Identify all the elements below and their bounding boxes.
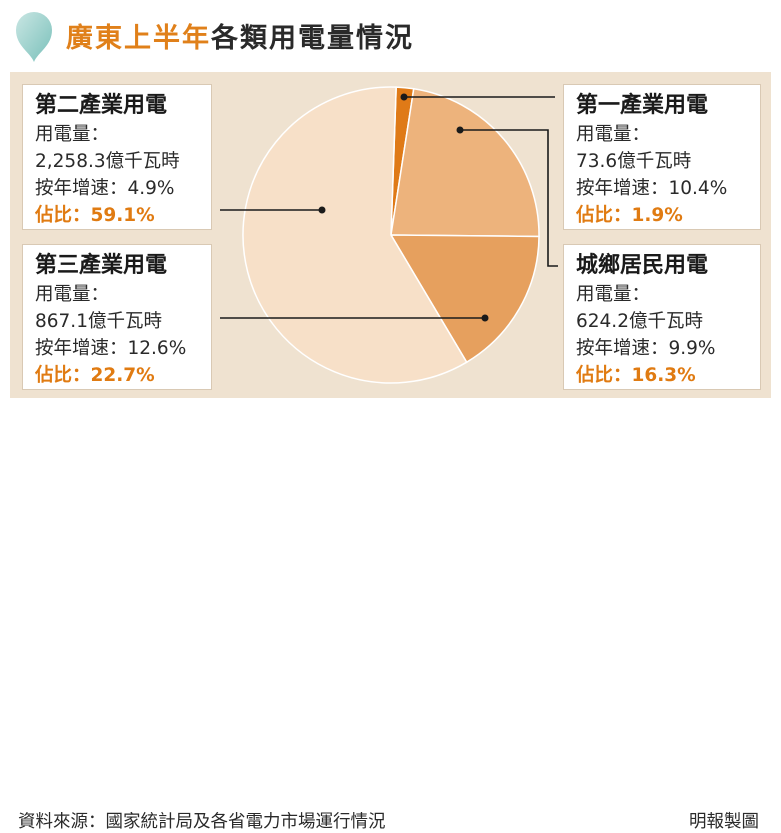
footer: 資料來源：國家統計局及各省電力市場運行情況 明報製圖 [0, 400, 781, 832]
title-rest: 各類用電量情況 [211, 23, 414, 54]
box-usage-label: 用電量： [35, 284, 110, 305]
pie-slice-4 [242, 86, 468, 384]
leader-dot-4 [318, 206, 326, 214]
box-usage-value: 73.6億千瓦時 [576, 151, 692, 172]
box-growth: 按年增速：4.9% [35, 178, 175, 199]
box-usage-label: 用電量： [576, 124, 651, 145]
label-box-primary-industry: 第一產業用電 用電量： 73.6億千瓦時 按年增速：10.4% 佔比：1.9% [563, 84, 761, 230]
box-share: 佔比：59.1% [35, 205, 155, 226]
pie-slice-2 [390, 87, 540, 238]
box-share: 佔比：22.7% [35, 365, 155, 386]
label-box-tertiary-industry: 第三產業用電 用電量： 867.1億千瓦時 按年增速：12.6% 佔比：22.7… [22, 244, 212, 390]
box-usage-value: 867.1億千瓦時 [35, 311, 162, 332]
leader-dot-1 [400, 93, 408, 101]
box-share: 佔比：1.9% [576, 205, 683, 226]
box-growth: 按年增速：12.6% [35, 338, 187, 359]
box-growth: 按年增速：10.4% [576, 178, 728, 199]
pie-chart [220, 86, 558, 384]
box-usage-value: 2,258.3億千瓦時 [35, 151, 180, 172]
box-name: 第三產業用電 [35, 253, 168, 278]
water-drop-icon [16, 12, 52, 62]
box-name: 城鄉居民用電 [576, 253, 709, 278]
leader-line-3 [460, 129, 558, 267]
box-usage-value: 624.2億千瓦時 [576, 311, 703, 332]
pie-slice-3 [389, 234, 540, 364]
box-name: 第二產業用電 [35, 93, 168, 118]
box-usage-label: 用電量： [576, 284, 651, 305]
source-note: 資料來源：國家統計局及各省電力市場運行情況 [18, 812, 386, 832]
label-box-residential: 城鄉居民用電 用電量： 624.2億千瓦時 按年增速：9.9% 佔比：16.3% [563, 244, 761, 390]
title-highlight: 廣東上半年 [66, 23, 211, 54]
box-share: 佔比：16.3% [576, 365, 696, 386]
credit: 明報製圖 [689, 812, 759, 832]
box-growth: 按年增速：9.9% [576, 338, 716, 359]
title-bar: 廣東上半年各類用電量情況 [0, 0, 781, 70]
chart-title: 廣東上半年各類用電量情況 [66, 16, 414, 55]
box-name: 第一產業用電 [576, 93, 709, 118]
box-usage-label: 用電量： [35, 124, 110, 145]
label-box-secondary-industry: 第二產業用電 用電量： 2,258.3億千瓦時 按年增速：4.9% 佔比：59.… [22, 84, 212, 230]
leader-dot-2 [481, 314, 489, 322]
leader-dot-3 [456, 126, 464, 134]
